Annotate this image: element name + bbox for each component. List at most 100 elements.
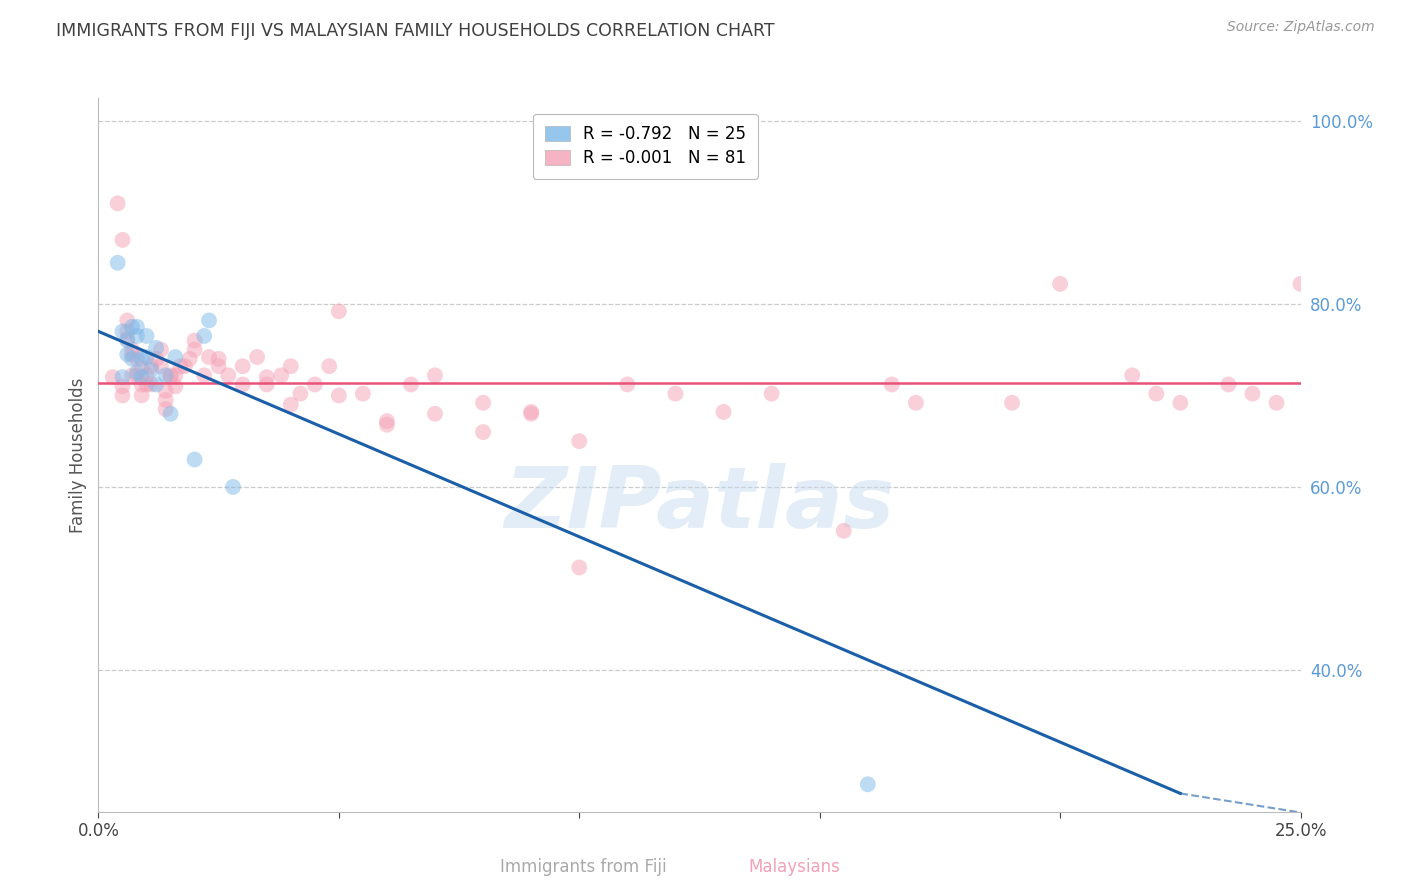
Point — [399, 377, 422, 392]
Point — [568, 434, 591, 449]
Point — [121, 368, 143, 383]
Point — [145, 377, 167, 392]
Point — [117, 332, 139, 346]
Point — [117, 313, 139, 327]
Point — [107, 196, 129, 211]
Point — [111, 370, 134, 384]
Point — [149, 343, 172, 357]
Point — [280, 398, 302, 412]
Y-axis label: Family Households: Family Households — [69, 377, 87, 533]
Point — [1241, 386, 1264, 401]
Point — [135, 368, 157, 383]
Point — [145, 341, 167, 355]
Point — [1001, 396, 1024, 410]
Point — [131, 388, 153, 402]
Text: Source: ZipAtlas.com: Source: ZipAtlas.com — [1227, 20, 1375, 34]
Point — [131, 351, 153, 366]
Point — [520, 407, 543, 421]
Point — [1265, 396, 1288, 410]
Point — [232, 377, 254, 392]
Point — [280, 359, 302, 374]
Point — [111, 388, 134, 402]
Point — [1289, 277, 1312, 291]
Point — [1144, 386, 1167, 401]
Point — [111, 325, 134, 339]
Point — [125, 368, 148, 383]
Point — [222, 480, 245, 494]
Point — [304, 377, 326, 392]
Point — [568, 560, 591, 574]
Point — [169, 359, 191, 374]
Point — [256, 377, 278, 392]
Point — [183, 343, 205, 357]
Point — [141, 377, 163, 392]
Text: Immigrants from Fiji: Immigrants from Fiji — [501, 858, 666, 876]
Point — [149, 359, 172, 374]
Text: Malaysians: Malaysians — [748, 858, 841, 876]
Point — [121, 347, 143, 361]
Point — [880, 377, 903, 392]
Point — [121, 351, 143, 366]
Point — [159, 370, 181, 384]
Point — [131, 370, 153, 384]
Point — [904, 396, 927, 410]
Point — [328, 388, 350, 402]
Point — [318, 359, 340, 374]
Point — [121, 319, 143, 334]
Point — [159, 368, 181, 383]
Legend: R = -0.792   N = 25, R = -0.001   N = 81: R = -0.792 N = 25, R = -0.001 N = 81 — [533, 113, 758, 178]
Point — [423, 407, 446, 421]
Point — [423, 368, 446, 383]
Point — [616, 377, 638, 392]
Point — [761, 386, 783, 401]
Point — [198, 313, 221, 327]
Point — [290, 386, 312, 401]
Point — [131, 377, 153, 392]
Point — [183, 334, 205, 348]
Text: IMMIGRANTS FROM FIJI VS MALAYSIAN FAMILY HOUSEHOLDS CORRELATION CHART: IMMIGRANTS FROM FIJI VS MALAYSIAN FAMILY… — [56, 22, 775, 40]
Point — [125, 329, 148, 343]
Point — [832, 524, 855, 538]
Point — [117, 325, 139, 339]
Point — [1170, 396, 1192, 410]
Point — [856, 777, 879, 791]
Point — [1049, 277, 1071, 291]
Point — [165, 350, 187, 364]
Point — [270, 368, 292, 383]
Point — [328, 304, 350, 318]
Point — [121, 343, 143, 357]
Point — [155, 392, 177, 407]
Point — [217, 368, 239, 383]
Point — [183, 452, 205, 467]
Point — [208, 351, 231, 366]
Point — [193, 329, 215, 343]
Point — [375, 414, 398, 428]
Point — [111, 379, 134, 393]
Point — [155, 402, 177, 417]
Point — [135, 377, 157, 392]
Point — [117, 347, 139, 361]
Point — [141, 363, 163, 377]
Point — [246, 350, 269, 364]
Text: ZIPatlas: ZIPatlas — [505, 463, 894, 547]
Point — [520, 405, 543, 419]
Point — [155, 384, 177, 398]
Point — [159, 407, 181, 421]
Point — [174, 359, 197, 374]
Point — [256, 370, 278, 384]
Point — [141, 359, 163, 374]
Point — [664, 386, 686, 401]
Point — [145, 351, 167, 366]
Point — [125, 351, 148, 366]
Point — [179, 351, 201, 366]
Point — [101, 370, 124, 384]
Point — [131, 361, 153, 376]
Point — [232, 359, 254, 374]
Point — [713, 405, 735, 419]
Point — [165, 379, 187, 393]
Point — [155, 368, 177, 383]
Point — [1218, 377, 1240, 392]
Point — [472, 396, 495, 410]
Point — [117, 334, 139, 348]
Point — [135, 350, 157, 364]
